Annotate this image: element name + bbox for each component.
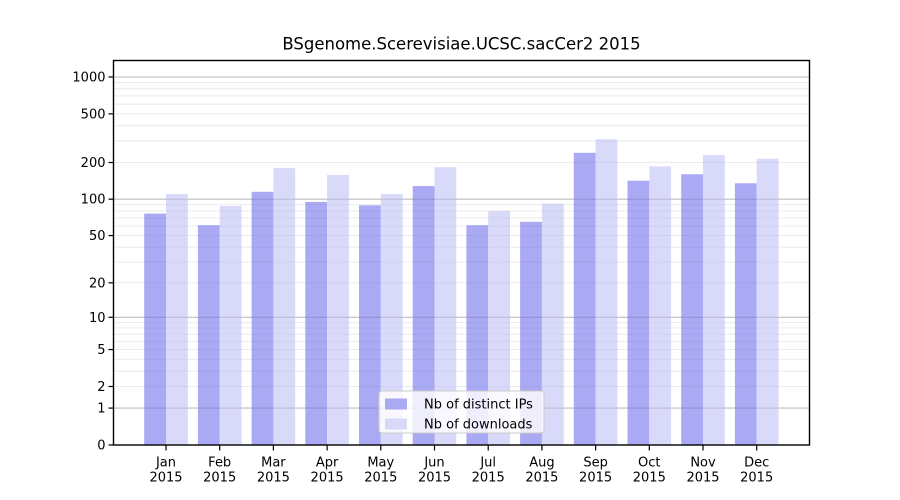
legend-label-distinct-ips: Nb of distinct IPs [424,398,533,413]
bars [144,139,779,446]
x-tick-label-month: Sep [583,456,608,471]
legend-box [378,390,545,434]
bar-ip-jul [466,225,489,445]
bar-dl-mar [273,168,296,445]
y-tick-label: 50 [89,229,106,244]
bar-ip-may [359,205,381,445]
x-tick-label-year: 2015 [203,471,236,486]
y-tick-label: 0 [97,439,105,454]
x-tick-label-year: 2015 [418,471,451,486]
axis-ticks-and-labels: 01251020501002005001000Jan2015Feb2015Mar… [72,71,773,486]
x-tick-label-year: 2015 [149,471,182,486]
x-tick-label-year: 2015 [686,471,719,486]
y-tick-label: 500 [81,107,106,122]
bar-ip-jun [412,186,435,445]
bar-ip-mar [251,191,274,445]
x-tick-label-year: 2015 [472,471,505,486]
bar-ip-jan [144,213,166,445]
y-tick-label: 2 [97,380,105,395]
x-tick-label-month: Nov [690,456,716,471]
bar-ip-nov [681,174,703,446]
legend-label-downloads: Nb of downloads [424,418,533,433]
x-tick-label-year: 2015 [311,471,344,486]
x-tick-label-year: 2015 [740,471,773,486]
legend: Nb of distinct IPs Nb of downloads [378,390,545,434]
x-tick-label-month: Jun [423,456,444,471]
x-tick-label-month: Oct [638,456,660,471]
bar-ip-dec [734,183,757,446]
x-tick-label-year: 2015 [633,471,666,486]
x-tick-label-month: Jul [479,456,496,471]
x-tick-label-year: 2015 [525,471,558,486]
x-tick-label-year: 2015 [364,471,397,486]
x-tick-label-month: Feb [208,456,231,471]
y-tick-label: 200 [81,156,106,171]
chart-title: BSgenome.Scerevisiae.UCSC.sacCer2 2015 [282,35,640,54]
bar-dl-may [380,194,403,445]
bar-ip-feb [197,225,220,445]
bar-dl-jun [434,167,457,445]
x-tick-label-month: Aug [529,456,554,471]
bar-dl-sep [595,139,618,446]
x-tick-label-year: 2015 [579,471,612,486]
bar-dl-aug [541,203,564,445]
y-tick-label: 100 [81,193,106,208]
bar-ip-sep [573,152,596,446]
bar-dl-oct [649,166,672,445]
x-tick-label-month: Mar [261,456,286,471]
y-tick-label: 1000 [72,71,105,86]
bar-dl-nov [703,155,725,445]
y-tick-label: 20 [89,276,106,291]
x-tick-label-year: 2015 [257,471,290,486]
y-tick-label: 5 [97,343,105,358]
plot-frame [112,59,811,446]
y-tick-label: 1 [97,402,105,417]
y-tick-label: 10 [89,311,106,326]
x-tick-label-month: Dec [744,456,769,471]
x-tick-label-month: Apr [316,456,339,471]
bar-ip-oct [627,180,650,445]
bar-dl-jan [166,194,188,445]
x-tick-label-month: May [367,456,394,471]
legend-swatch-distinct-ips [385,398,407,410]
legend-swatch-downloads [385,418,407,430]
bar-dl-dec [756,158,779,445]
bar-dl-feb [219,205,242,445]
bar-dl-apr [327,175,349,445]
bar-ip-aug [520,221,542,445]
bar-ip-apr [305,201,328,445]
x-tick-label-month: Jan [155,456,176,471]
bar-dl-jul [488,210,510,445]
